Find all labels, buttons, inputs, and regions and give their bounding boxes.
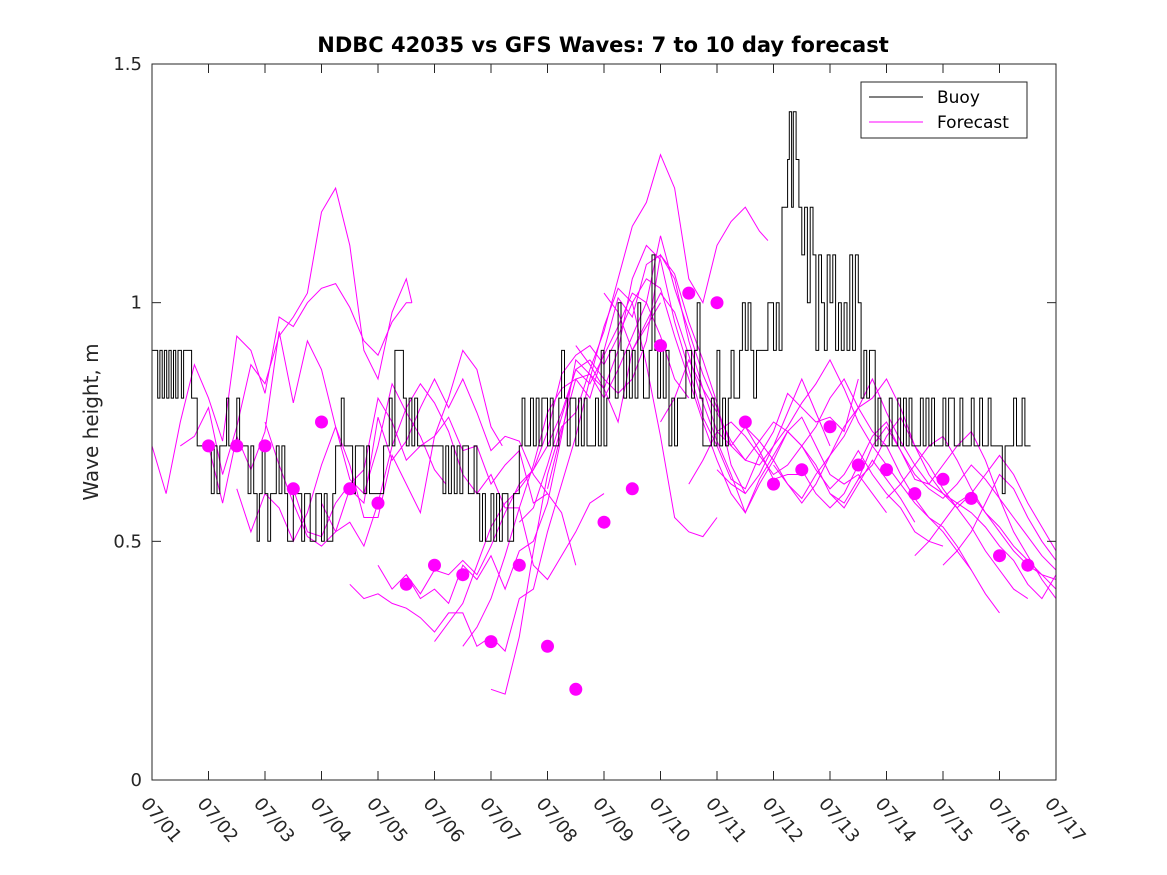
forecast-line-11: [434, 301, 718, 642]
x-tick-label: 07/15: [927, 794, 976, 847]
forecast-line-14: [518, 253, 802, 523]
forecast-marker-28: [964, 491, 978, 505]
forecast-line-20: [688, 378, 972, 571]
forecast-marker-13: [541, 639, 554, 653]
forecast-marker-21: [767, 477, 780, 491]
forecast-marker-6: [343, 482, 357, 496]
forecast-marker-10: [456, 568, 470, 582]
forecast-line-21: [716, 358, 1000, 614]
x-tick-label: 07/06: [419, 794, 468, 847]
forecast-marker-27: [936, 472, 950, 486]
chart-title: NDBC 42035 vs GFS Waves: 7 to 10 day for…: [317, 33, 888, 57]
forecast-marker-29: [993, 549, 1006, 563]
x-tick-label: 07/11: [701, 794, 750, 847]
x-tick-label: 07/03: [249, 794, 298, 847]
forecast-marker-19: [710, 296, 724, 310]
y-axis-label: Wave height, m: [79, 343, 103, 500]
forecast-marker-26: [908, 487, 922, 501]
forecast-line-18: [631, 278, 916, 523]
forecast-marker-8: [399, 577, 413, 591]
forecast-marker-24: [851, 458, 865, 472]
forecast-line-4: [236, 349, 503, 543]
forecast-marker-15: [597, 515, 611, 529]
forecast-marker-12: [512, 558, 526, 572]
forecast-marker-16: [625, 482, 639, 496]
forecast-line-26: [857, 416, 1057, 552]
forecast-marker-1: [202, 439, 215, 453]
forecast-marker-7: [371, 496, 385, 510]
forecast-line-15: [547, 235, 831, 489]
series-layer: [151, 111, 1057, 696]
forecast-line-13: [490, 153, 769, 695]
y-tick-label: 1: [131, 293, 142, 314]
legend: Buoy Forecast: [860, 81, 1028, 139]
x-tick-label: 07/01: [136, 794, 185, 847]
forecast-marker-18: [682, 286, 696, 300]
forecast-marker-20: [738, 415, 752, 429]
forecast-marker-22: [795, 463, 809, 477]
forecast-marker-5: [315, 415, 328, 429]
y-tick-label: 0: [131, 770, 142, 791]
legend-label-forecast: Forecast: [937, 113, 1009, 133]
forecast-line-22: [744, 378, 1029, 600]
y-tick-label: 1.5: [113, 54, 142, 75]
x-tick-label: 07/05: [362, 794, 411, 847]
forecast-marker-11: [484, 635, 498, 649]
forecast-line-25: [829, 425, 1057, 599]
x-tick-label: 07/16: [984, 794, 1033, 847]
legend-box: [860, 81, 1028, 139]
legend-label-buoy: Buoy: [937, 88, 980, 108]
forecast-marker-2: [230, 439, 244, 453]
x-tick-label: 07/04: [306, 794, 355, 847]
forecast-marker-30: [1021, 558, 1035, 572]
x-tick-label: 07/12: [758, 794, 807, 847]
forecast-marker-4: [286, 482, 300, 496]
x-tick-label: 07/14: [871, 794, 920, 847]
forecast-line-29: [942, 473, 1057, 566]
forecast-marker-14: [569, 682, 583, 696]
forecast-line-9: [377, 302, 661, 605]
x-tick-label: 07/02: [193, 794, 242, 847]
forecast-line-24: [801, 421, 1057, 571]
x-tick-label: 07/07: [475, 794, 524, 847]
y-tick-label: 0.5: [113, 531, 142, 552]
x-tick-label: 07/10: [645, 794, 694, 847]
forecast-marker-23: [823, 420, 837, 434]
forecast-line-6: [292, 396, 577, 566]
x-tick-label: 07/17: [1040, 794, 1089, 847]
buoy-line: [152, 111, 1031, 542]
forecast-marker-25: [880, 463, 893, 477]
forecast-line-1: [151, 282, 412, 494]
forecast-marker-9: [428, 558, 441, 572]
x-tick-label: 07/08: [532, 794, 581, 847]
x-tick-label: 07/13: [814, 794, 863, 847]
forecast-marker-3: [258, 439, 272, 453]
forecast-marker-17: [654, 339, 667, 353]
x-tick-label: 07/09: [588, 794, 637, 847]
